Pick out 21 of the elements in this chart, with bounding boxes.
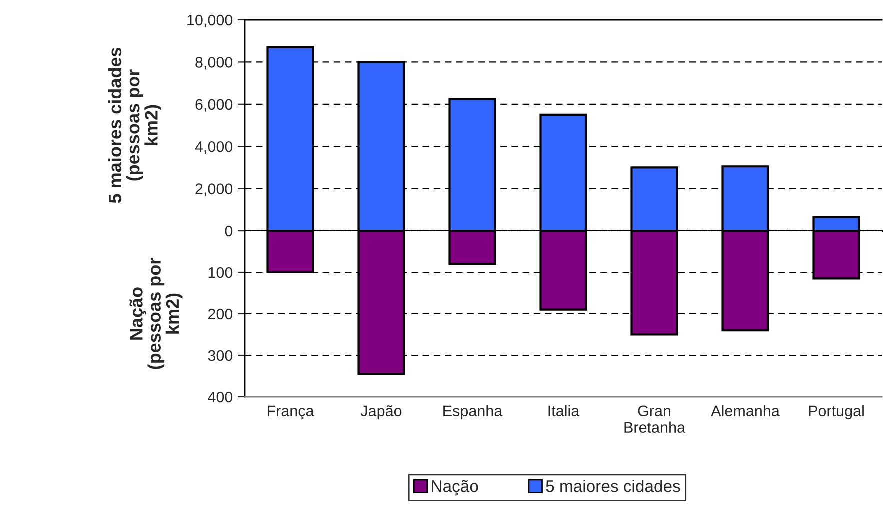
y-axis-title: 5 maiores cidades (pessoas por km2): [108, 48, 162, 204]
x-tick-label: Alemanha: [711, 405, 780, 417]
y-tick-label: 0: [225, 226, 233, 237]
x-tick-label: Gran Bretanha: [624, 406, 686, 434]
y-tick-label: 2,000: [196, 184, 233, 196]
x-tick-label: Espanha: [444, 405, 503, 420]
x-tick-label: Japão: [360, 405, 402, 420]
y-tick-label: 4,000: [195, 141, 233, 154]
y-tick-label: 200: [208, 308, 233, 320]
y-tick-label: 8,000: [196, 57, 233, 70]
x-tick-label: Portugal: [809, 405, 864, 420]
x-tick-label: França: [268, 406, 314, 420]
y-tick-label: 100: [208, 267, 233, 278]
legend-label: Nação: [432, 480, 478, 496]
y-tick-label: 300: [208, 350, 233, 362]
y-tick-label: 400: [208, 392, 233, 403]
y-tick-label: 6,000: [196, 99, 233, 112]
legend-label: 5 maiores cidades: [546, 480, 680, 492]
y-tick-label: 10,000: [188, 14, 233, 28]
x-tick-label: Italia: [548, 405, 580, 417]
y-axis-title: Nação (pessoas por km2): [130, 258, 183, 370]
